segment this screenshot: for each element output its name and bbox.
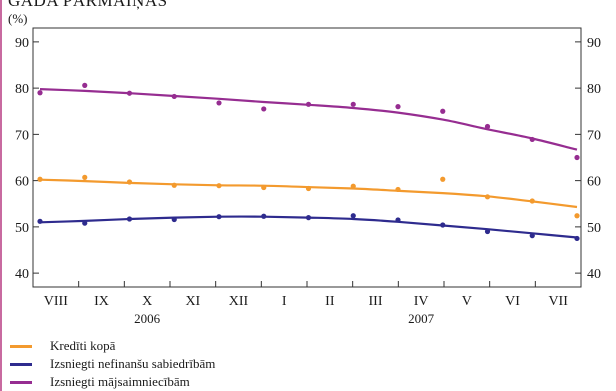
data-point-total-credit-0 — [37, 176, 43, 182]
series-line-total-credit — [39, 178, 578, 209]
x-tick-label-XII: XII — [229, 294, 249, 309]
y-tick-label-right-40: 40 — [587, 267, 601, 282]
x-tick-label-I: I — [282, 294, 287, 309]
data-point-total-credit-12 — [574, 213, 580, 219]
data-point-non-financial-9 — [440, 222, 446, 228]
y-tick-label-right-50: 50 — [587, 221, 601, 236]
data-point-total-credit-3 — [171, 182, 177, 188]
data-point-non-financial-0 — [37, 218, 43, 224]
y-tick-label-left-70: 70 — [15, 128, 29, 143]
data-point-non-financial-12 — [574, 235, 580, 242]
data-point-non-financial-4 — [216, 214, 222, 220]
data-point-total-credit-11 — [529, 198, 535, 204]
y-tick-label-left-80: 80 — [15, 82, 29, 97]
y-tick-label-left-90: 90 — [15, 36, 29, 51]
data-point-households-5 — [261, 106, 267, 112]
data-point-households-4 — [216, 100, 222, 106]
data-point-households-12 — [574, 154, 580, 161]
data-point-households-10 — [484, 123, 491, 130]
y-tick-label-left-40: 40 — [15, 267, 29, 282]
data-point-non-financial-1 — [82, 220, 88, 226]
legend: Kredīti kopā Izsniegti nefinanšu sabiedr… — [10, 337, 215, 391]
data-point-households-1 — [82, 82, 88, 88]
legend-item-non-financial: Izsniegti nefinanšu sabiedrībām — [10, 355, 215, 373]
data-point-total-credit-8 — [395, 186, 401, 193]
y-tick-label-left-50: 50 — [15, 221, 29, 236]
y-axis-right: 40 50 60 70 80 90 — [575, 36, 601, 282]
legend-item-households: Izsniegti mājsaimniecībām — [10, 373, 215, 391]
y-axis-left: 40 50 60 70 80 90 — [15, 36, 39, 282]
data-point-total-credit-4 — [216, 183, 222, 189]
legend-swatch-non-financial — [10, 362, 32, 366]
legend-swatch-households — [10, 380, 32, 384]
x-tick-label-VII: VII — [548, 294, 568, 309]
x-tick-label-II: II — [325, 294, 335, 309]
legend-label-non-financial: Izsniegti nefinanšu sabiedrībām — [50, 356, 216, 371]
x-tick-label-IV: IV — [414, 294, 429, 309]
left-accent-rule — [0, 0, 2, 391]
legend-label-total-credit: Kredīti kopā — [50, 338, 116, 353]
x-tick-label-XI: XI — [185, 294, 200, 309]
chart-title: GADA PĀRMAIŅAS — [8, 0, 168, 10]
data-point-non-financial-8 — [395, 217, 401, 223]
data-point-total-credit-10 — [484, 194, 491, 200]
series-group — [37, 82, 580, 242]
data-point-non-financial-11 — [529, 233, 535, 239]
legend-item-total-credit: Kredīti kopā — [10, 337, 215, 355]
data-point-total-credit-1 — [82, 174, 88, 180]
data-point-total-credit-6 — [305, 185, 312, 192]
data-point-non-financial-10 — [484, 228, 491, 235]
data-point-households-9 — [440, 108, 446, 114]
y-tick-label-right-80: 80 — [587, 82, 601, 97]
data-point-households-0 — [37, 90, 43, 96]
data-point-households-2 — [126, 90, 133, 96]
data-point-total-credit-9 — [440, 176, 446, 182]
data-point-non-financial-5 — [261, 213, 267, 219]
data-point-total-credit-7 — [350, 183, 356, 189]
y-tick-label-right-90: 90 — [587, 36, 601, 51]
y-tick-label-right-70: 70 — [587, 128, 601, 143]
x-tick-label-III: III — [369, 294, 383, 309]
data-point-non-financial-7 — [350, 213, 356, 219]
x-year-label-2006: 2006 — [134, 311, 161, 326]
x-tick-label-V: V — [462, 294, 472, 309]
x-year-label-2007: 2007 — [408, 311, 435, 326]
chart-axes — [32, 27, 582, 288]
data-point-households-6 — [305, 101, 312, 107]
data-point-non-financial-6 — [305, 215, 312, 221]
data-point-households-7 — [350, 101, 356, 107]
data-point-non-financial-2 — [126, 216, 133, 222]
data-point-non-financial-3 — [171, 216, 177, 223]
data-point-total-credit-2 — [126, 179, 133, 185]
y-tick-label-left-60: 60 — [15, 175, 29, 190]
x-tick-label-VI: VI — [505, 294, 520, 309]
data-point-total-credit-5 — [261, 184, 267, 191]
y-axis-unit: (%) — [8, 11, 28, 26]
series-line-households — [39, 88, 578, 151]
legend-swatch-total-credit — [10, 344, 32, 348]
x-tick-label-VIII: VIII — [44, 294, 68, 309]
legend-label-households: Izsniegti mājsaimniecībām — [50, 374, 190, 389]
data-point-households-11 — [529, 136, 535, 143]
data-point-households-8 — [395, 104, 401, 110]
data-point-households-3 — [171, 93, 177, 100]
x-tick-label-IX: IX — [94, 294, 109, 309]
plot-frame — [32, 27, 582, 288]
x-tick-label-X: X — [142, 294, 152, 309]
y-tick-label-right-60: 60 — [587, 175, 601, 190]
